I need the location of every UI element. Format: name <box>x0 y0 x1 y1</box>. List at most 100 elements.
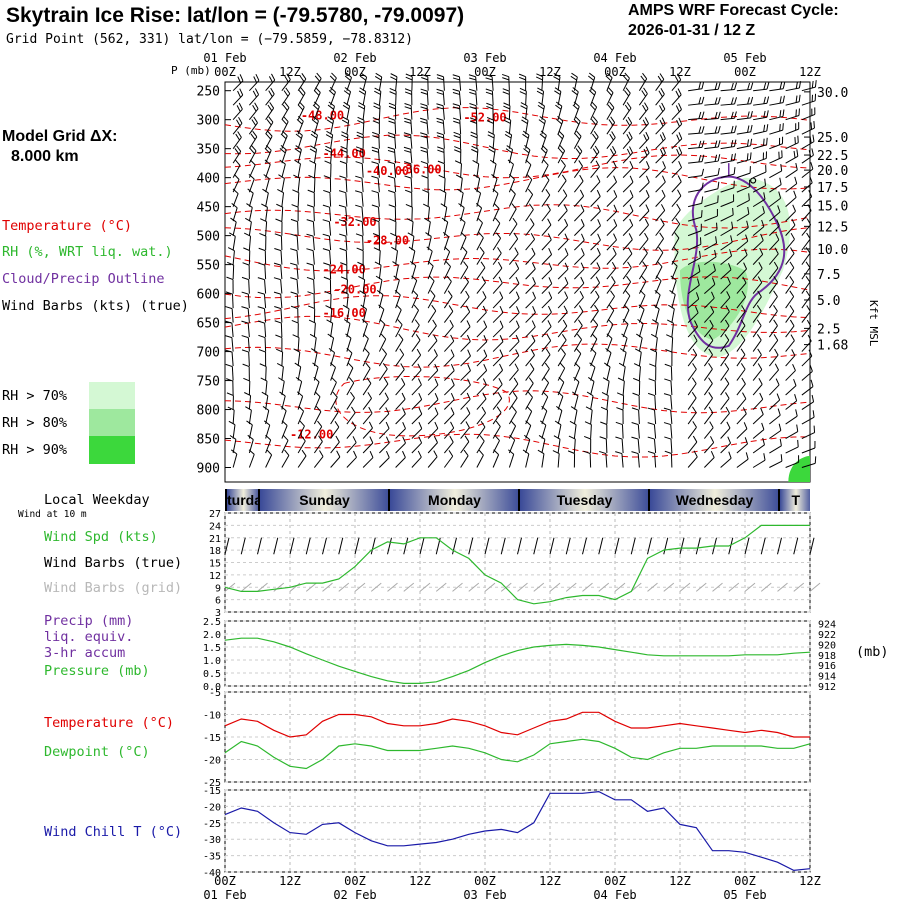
wind-barb-feather <box>717 181 720 189</box>
wind-barb-feather <box>467 364 471 371</box>
wind-barb-feather <box>588 377 595 382</box>
wind-barb-feather <box>728 262 732 270</box>
label-wind-speed: Wind Spd (kts) <box>44 529 158 545</box>
wind-barb <box>671 123 683 135</box>
wind-barb-feather <box>236 145 242 152</box>
wind-barb-feather <box>714 249 717 257</box>
wind-barb <box>590 254 601 265</box>
wind-barb <box>265 221 268 236</box>
wind-barb <box>362 77 368 91</box>
top-hour-label: 00Z <box>214 65 236 79</box>
wind-barb-feather <box>557 116 564 122</box>
wind-barb-feather <box>762 206 765 214</box>
wind-barb-feather <box>714 97 718 105</box>
height-tick-label: 22.5 <box>817 149 848 164</box>
wind-barb <box>297 163 301 178</box>
wind-barb-feather <box>310 145 317 150</box>
wind-barb-feather <box>548 262 553 270</box>
wind-barb-feather <box>733 139 737 147</box>
wind-barb <box>687 298 700 309</box>
wind-barb-feather <box>717 125 721 133</box>
wind-barb <box>622 281 632 294</box>
wind-barb-feather <box>307 189 315 194</box>
wind-barb <box>281 149 287 164</box>
wind-barb-feather <box>469 117 477 121</box>
wind-barb <box>427 370 439 381</box>
wind-barb-feather <box>580 204 585 212</box>
wind-barb-feather <box>420 146 428 150</box>
wind-barb-feather <box>573 376 580 383</box>
legend-wind-barbs: Wind Barbs (kts) (true) <box>2 298 189 314</box>
wind-barb <box>362 120 365 135</box>
wind-barb <box>411 442 422 454</box>
wind-tick-label: 6 <box>215 596 221 607</box>
wind-barb <box>476 454 484 468</box>
wind-barb <box>460 370 471 381</box>
wind-barb <box>606 310 615 323</box>
wind-barb-feather <box>775 378 780 386</box>
wind-barb <box>361 207 364 222</box>
wind-barb-feather <box>502 91 510 95</box>
wind-barb-feather <box>454 160 462 165</box>
isotherm-line <box>224 204 811 229</box>
wind-barb-feather <box>374 76 382 81</box>
wind-barb <box>395 236 398 251</box>
wind-barb <box>313 78 322 91</box>
wind-barb-feather <box>724 362 730 370</box>
wind-barb-feather <box>262 406 270 411</box>
wind-barb-feather <box>579 174 584 182</box>
wind-barb <box>752 398 764 410</box>
wind-barb <box>541 150 548 164</box>
wind-barb-feather <box>455 174 463 179</box>
isotherm-line <box>224 276 811 299</box>
wind-barb-feather <box>793 150 796 158</box>
wind-barb-feather <box>789 276 795 283</box>
wind-barb-feather <box>596 189 601 197</box>
wind-barb-feather <box>698 82 701 90</box>
wind-barb-feather <box>548 291 553 299</box>
legend-rh80: RH > 80% <box>2 415 68 431</box>
wind-barb-feather <box>558 376 565 383</box>
wind-barb-feather <box>235 133 240 141</box>
wind-barb <box>720 269 732 280</box>
wind-barb <box>720 145 735 150</box>
precip-tick-label: 2.5 <box>203 617 221 628</box>
wind-barb-feather <box>665 349 673 353</box>
wind-barb-feather <box>243 247 250 252</box>
wind-barb-feather <box>711 291 715 299</box>
wind-barb <box>460 311 471 323</box>
wind-barb <box>590 268 601 280</box>
wind-barb-feather <box>558 147 564 154</box>
wind-barb <box>688 146 703 150</box>
isotherm-label: -24.00 <box>322 262 365 276</box>
wind-barb-feather <box>521 119 528 124</box>
wind-barb <box>638 266 648 280</box>
wind-barb <box>394 120 397 135</box>
wind-barb-feather <box>241 349 249 353</box>
wind-barb <box>671 337 674 352</box>
wind-barb <box>638 123 649 135</box>
wind-barb-feather <box>572 104 579 110</box>
wind-barb-feather <box>515 320 520 328</box>
wind-barb <box>557 76 561 91</box>
wind-barb-feather <box>725 305 730 312</box>
wind-barb-feather <box>647 450 655 455</box>
wind-barb-feather <box>661 175 666 183</box>
wind-barb <box>703 427 714 439</box>
wind-barb <box>687 397 697 410</box>
wind-barb-feather <box>374 87 382 92</box>
wind-barb <box>313 352 318 367</box>
wind-barb-feather <box>759 247 764 255</box>
wind-barb-feather <box>228 232 236 237</box>
wind-barb <box>492 193 499 207</box>
wind-barb <box>265 439 272 454</box>
wind-barb-feather <box>404 88 412 92</box>
wind-barb-feather <box>371 204 379 208</box>
wind-barb <box>297 149 302 164</box>
wind-barb <box>476 237 484 251</box>
wind-barb-feather <box>436 106 444 110</box>
wind-barb-feather <box>796 424 799 432</box>
wind-barb-feather <box>245 217 252 223</box>
wind-barb-feather <box>724 348 730 355</box>
wind-at-10m-label: Wind at 10 m <box>18 509 87 520</box>
